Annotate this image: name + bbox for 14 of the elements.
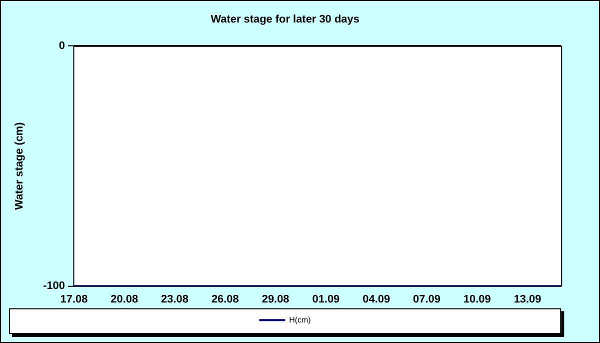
y-tick-label: -100: [43, 280, 65, 292]
chart-title: Water stage for later 30 days: [210, 14, 360, 26]
x-tick-label: 20.08: [110, 294, 138, 306]
x-tick-label: 13.09: [514, 294, 542, 306]
x-tick-label: 07.09: [413, 294, 440, 306]
x-tick-label: 10.09: [463, 294, 491, 306]
y-axis-title: Water stage (cm): [14, 122, 26, 210]
x-tick-label: 17.08: [60, 294, 88, 306]
x-tick-label: 29.08: [262, 294, 290, 306]
y-tick-label: 0: [58, 40, 65, 52]
x-tick-label: 23.08: [161, 294, 188, 306]
x-tick-label: 26.08: [211, 294, 239, 306]
x-tick-label: 04.09: [362, 294, 390, 306]
x-tick-label: 01.09: [312, 294, 340, 306]
